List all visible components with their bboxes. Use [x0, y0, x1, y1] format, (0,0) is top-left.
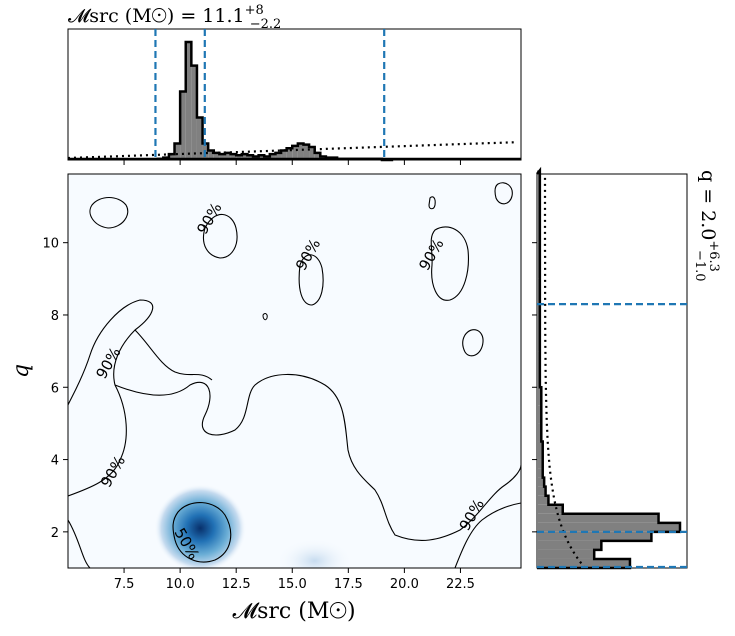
right-hist-bar [537, 540, 602, 550]
top-hist-bar [275, 152, 282, 160]
x-tick-label: 20.0 [390, 577, 419, 592]
right-hist-bar [537, 206, 540, 243]
y-tick-label: 2 [51, 526, 59, 541]
top-hist-bar [174, 143, 181, 160]
right-title: q = 2.0+6.3−1.0 [692, 170, 721, 282]
x-tick-label: 10.0 [166, 577, 195, 592]
y-tick-label: 10 [42, 237, 59, 252]
top-hist-bar [269, 154, 276, 160]
right-hist-bar [537, 549, 595, 559]
joint-panel: 90%90% 90%90%90%90%50% 7.5 10.0 12.5 15.0 17.… [42, 160, 537, 592]
right-hist-bar [537, 495, 549, 505]
secondary-density [276, 538, 353, 568]
contour-90-bottom [68, 519, 91, 568]
y-tick-label: 8 [51, 309, 59, 324]
top-prior-line [67, 141, 517, 160]
contour-90-tiny1 [428, 196, 436, 210]
right-hist-bar [537, 504, 563, 514]
top-histogram [68, 40, 521, 162]
x-axis-label: 𝓜src (M☉) [232, 599, 355, 624]
right-histogram [536, 166, 682, 570]
y-tick-label: 6 [51, 381, 59, 396]
contour-90-topleft [89, 196, 129, 229]
density-peak [154, 484, 247, 568]
top-hist-bar [281, 150, 287, 160]
top-hist-bar [191, 65, 197, 160]
top-hist-bar [303, 144, 310, 160]
y-axis-label: q [9, 364, 34, 378]
right-hist-bar [537, 459, 543, 469]
contour-90-tiny3 [462, 329, 484, 357]
right-hist-bar [537, 405, 542, 424]
right-hist-bar [537, 441, 543, 460]
right-marginal-panel [536, 166, 688, 570]
right-hist-bar [537, 278, 540, 315]
right-hist-bar [537, 513, 659, 523]
contour-90-tiny2 [494, 182, 513, 205]
top-hist-bar [247, 155, 254, 160]
right-hist-bar [537, 468, 543, 478]
top-hist-bar [185, 42, 192, 160]
contour-90-lower [134, 329, 213, 381]
top-hist-bar [230, 154, 237, 160]
right-hist-bar [537, 387, 542, 406]
top-hist-bar [196, 117, 203, 160]
x-tick-label: 17.5 [334, 577, 363, 592]
top-hist-bar [219, 154, 225, 160]
right-hist-bar [537, 423, 542, 442]
top-hist-bar [297, 143, 304, 160]
y-tick-label: 4 [51, 454, 59, 469]
contour-90-right-outer [114, 373, 521, 541]
top-title: 𝓜src (M☉) = 11.1+8 −2.2 [68, 3, 281, 32]
right-hist-bar [537, 558, 630, 568]
right-hist-bar [537, 486, 546, 496]
right-hist-bar [537, 522, 680, 532]
right-hist-bar [537, 531, 652, 541]
top-hist-bar [258, 155, 265, 160]
top-hist-bar [286, 148, 293, 160]
x-tick-label: 12.5 [222, 577, 251, 592]
right-hist-bar [537, 170, 540, 207]
right-prior-line [543, 177, 586, 569]
top-hist-bar [241, 154, 248, 160]
contour-90-dot [262, 313, 268, 321]
contour-90-mid1 [202, 213, 238, 259]
top-hist-bar [208, 150, 214, 160]
top-hist-bar [168, 154, 175, 160]
x-tick-label: 22.5 [446, 577, 475, 592]
contour-90-mid2 [298, 254, 324, 306]
right-hist-bar [537, 351, 540, 388]
top-hist-bar [292, 145, 298, 160]
top-hist-bar [314, 152, 321, 160]
x-tick-label: 15.0 [278, 577, 307, 592]
top-hist-bar [180, 91, 186, 160]
contour-50 [172, 502, 232, 563]
top-marginal-panel [67, 28, 522, 162]
top-hist-bar [213, 152, 220, 160]
top-hist-bar [224, 152, 231, 160]
top-hist-bar [309, 147, 315, 160]
x-ticks: 7.5 10.0 12.5 15.0 17.5 20.0 22.5 [114, 160, 475, 592]
density-map [68, 182, 521, 568]
right-hist-outline [536, 166, 682, 570]
contour-90-right [430, 226, 469, 301]
top-hist-bar [236, 155, 242, 160]
contour-90-br [454, 502, 521, 568]
right-hist-bar [537, 314, 540, 352]
x-tick-label: 7.5 [114, 577, 135, 592]
right-hist-bar [537, 477, 545, 487]
y-ticks: 2 4 6 8 10 [42, 237, 537, 541]
right-hist-bar [537, 242, 540, 279]
top-hist-outline [156, 40, 394, 162]
